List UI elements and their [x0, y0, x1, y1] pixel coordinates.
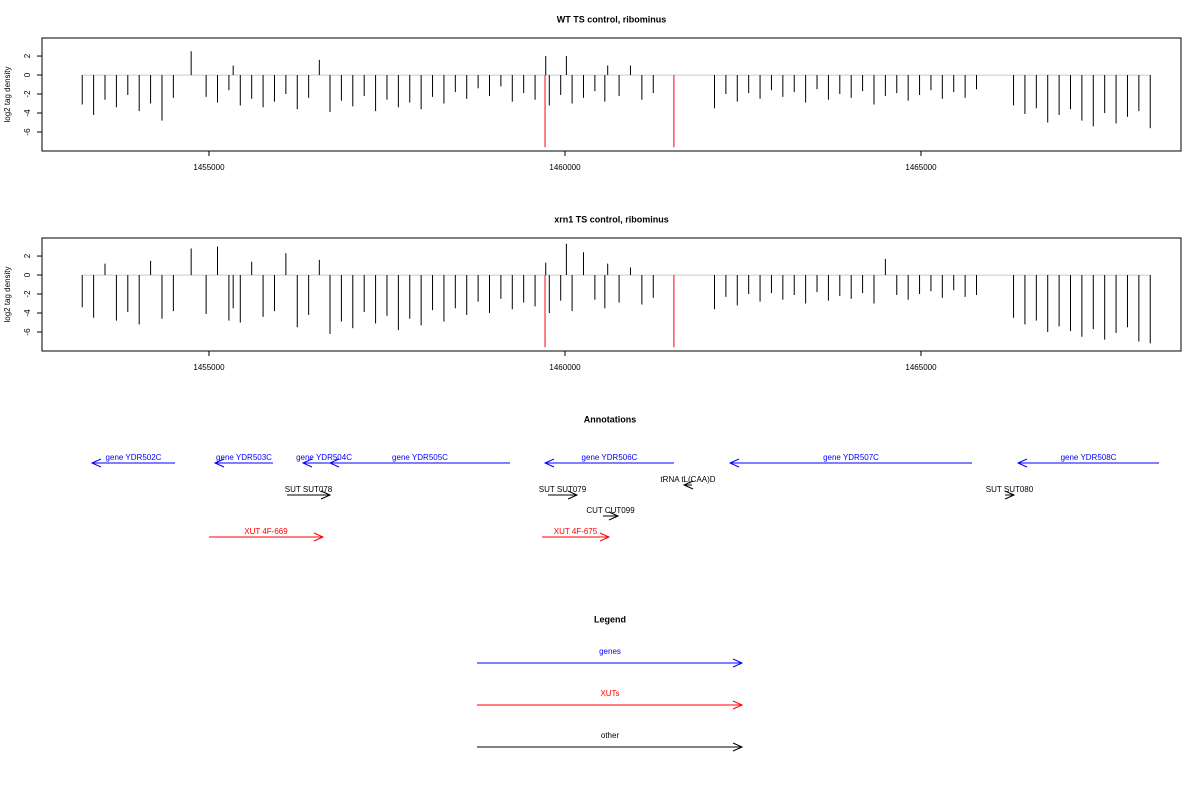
feature-label: gene YDR502C — [106, 453, 162, 462]
feature-arrow-head — [567, 490, 579, 500]
legend-label: XUTs — [600, 689, 619, 698]
x-tick-label: 1460000 — [549, 363, 581, 372]
panel-title: WT TS control, ribominus — [557, 14, 667, 24]
feature-arrow-head — [608, 511, 620, 521]
y-tick-label: 0 — [23, 272, 32, 277]
feature-label: gene YDR507C — [823, 453, 879, 462]
legend-label: other — [601, 731, 620, 740]
feature-arrow-head — [313, 532, 325, 542]
y-tick-label: -2 — [23, 90, 32, 98]
y-axis-label: log2 tag density — [3, 266, 12, 322]
feature-arrow-head — [543, 458, 555, 468]
x-tick-label: 1465000 — [905, 363, 937, 372]
feature-arrow-head — [328, 458, 340, 468]
feature-arrow-head — [90, 458, 102, 468]
feature-arrow-head — [301, 458, 313, 468]
legend-arrow-head — [732, 658, 744, 668]
feature-arrow-head — [599, 532, 611, 542]
x-tick-label: 1455000 — [193, 163, 225, 172]
feature-arrow-head — [682, 480, 694, 490]
y-tick-label: -6 — [23, 128, 32, 136]
legend-arrow-head — [732, 742, 744, 752]
panel-title: xrn1 TS control, ribominus — [554, 214, 669, 224]
y-axis-label: log2 tag density — [3, 66, 12, 122]
feature-arrow-head — [213, 458, 225, 468]
feature-label: gene YDR504C — [296, 453, 352, 462]
x-tick-label: 1455000 — [193, 363, 225, 372]
feature-label: XUT 4F-669 — [244, 527, 288, 536]
feature-label: SUT SUT078 — [285, 485, 333, 494]
y-tick-label: -4 — [23, 109, 32, 117]
feature-label: XUT 4F-675 — [554, 527, 598, 536]
y-tick-label: 0 — [23, 72, 32, 77]
feature-label: SUT SUT080 — [986, 485, 1034, 494]
legend-label: genes — [599, 647, 621, 656]
y-tick-label: -4 — [23, 309, 32, 317]
legend-title: Legend — [594, 614, 626, 624]
feature-label: gene YDR505C — [392, 453, 448, 462]
x-tick-label: 1465000 — [905, 163, 937, 172]
feature-arrow-head — [728, 458, 740, 468]
y-tick-label: -6 — [23, 328, 32, 336]
feature-label: tRNA tL(CAA)D — [660, 475, 715, 484]
x-tick-label: 1460000 — [549, 163, 581, 172]
feature-arrow-head — [1016, 458, 1028, 468]
feature-label: gene YDR508C — [1061, 453, 1117, 462]
y-tick-label: -2 — [23, 290, 32, 298]
legend-arrow-head — [732, 700, 744, 710]
feature-label: CUT CUT099 — [586, 506, 635, 515]
y-tick-label: 2 — [23, 253, 32, 258]
annotations-title: Annotations — [584, 414, 637, 424]
plot-frame — [41, 37, 1182, 152]
plot-frame — [41, 237, 1182, 352]
y-tick-label: 2 — [23, 53, 32, 58]
feature-label: gene YDR503C — [216, 453, 272, 462]
feature-label: gene YDR506C — [582, 453, 638, 462]
feature-label: SUT SUT079 — [539, 485, 587, 494]
feature-arrow-head — [320, 490, 332, 500]
feature-arrow-head — [1004, 490, 1016, 500]
